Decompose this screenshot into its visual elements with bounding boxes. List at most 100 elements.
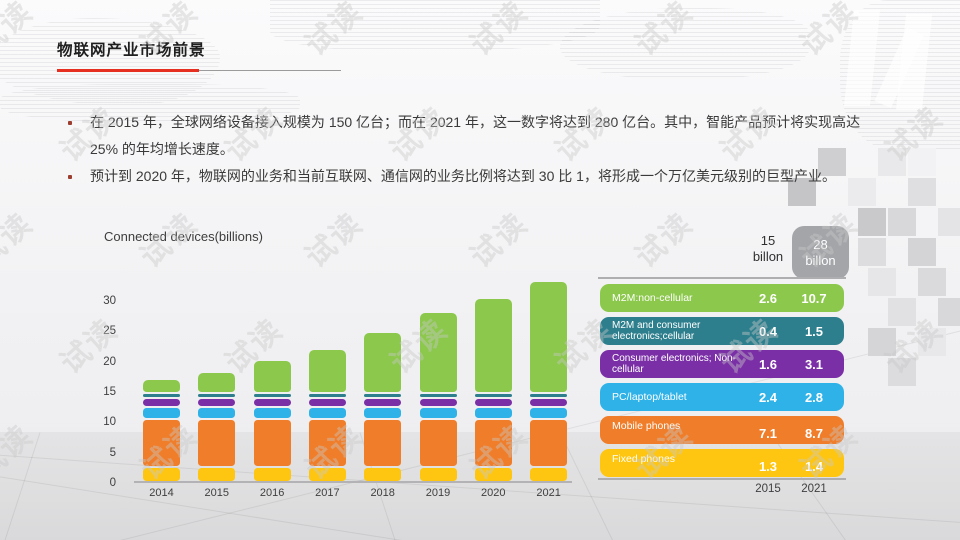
mosaic-square (818, 148, 846, 176)
x-axis-label: 2014 (149, 487, 174, 499)
bar-segment (198, 393, 236, 397)
legend-value-2021: 2.8 (804, 389, 824, 405)
watermark-text: 试读 (54, 312, 125, 381)
y-axis-tick: 20 (103, 355, 116, 368)
legend-row-values: 7.1 8.7 (748, 426, 834, 441)
bar-segment (364, 398, 402, 406)
mosaic-square (888, 208, 916, 236)
legend-header-value: 15 (760, 233, 776, 248)
y-axis-tick: 15 (103, 386, 116, 398)
legend-header-2021-badge: 28 billon (792, 226, 849, 279)
bar-2016 (253, 360, 291, 481)
mosaic-square (858, 238, 886, 266)
watermark-text: 试读 (629, 206, 700, 275)
bar-segment (198, 419, 236, 467)
bar-segment (419, 393, 457, 397)
bar-segment (198, 372, 236, 392)
mosaic-square (918, 328, 946, 356)
bar-segment (143, 398, 180, 406)
bar-segment (308, 349, 346, 392)
world-map-decoration (0, 18, 220, 106)
legend-value-2021: 3.1 (804, 356, 824, 372)
bar-segment (253, 360, 291, 392)
bar-segment (474, 393, 512, 397)
mosaic-square (908, 238, 936, 266)
bar-segment (419, 407, 457, 418)
legend-row-label: M2M:non-cellular (612, 291, 693, 304)
legend-value-2021: 1.4 (804, 459, 824, 474)
bar-segment (364, 407, 402, 418)
bullet-item: 预计到 2020 年，物联网的业务和当前互联网、通信网的业务比例将达到 30 比… (62, 163, 890, 190)
bullet-text: 预计到 2020 年，物联网的业务和当前互联网、通信网的业务比例将达到 30 比… (90, 168, 836, 184)
bar-segment (308, 393, 346, 397)
bar-segment (253, 398, 291, 406)
bar-segment (143, 379, 180, 392)
legend-table: M2M:non-cellular 2.6 10.7 M2M and consum… (600, 284, 844, 477)
world-map-decoration (560, 8, 810, 80)
x-axis-label: 2015 (204, 487, 230, 499)
legend-row-values: 0.4 1.5 (748, 324, 834, 339)
legend-value-2015: 1.3 (758, 459, 778, 474)
title-underline (57, 70, 341, 71)
bar-segment (253, 393, 291, 397)
bullet-list: 在 2015 年，全球网络设备接入规模为 150 亿台；而在 2021 年，这一… (62, 109, 890, 190)
bar-segment (530, 393, 568, 397)
bar-segment (143, 419, 180, 467)
legend-row-values: 2.4 2.8 (748, 390, 834, 405)
x-axis-label: 2018 (370, 487, 395, 499)
legend-header-unit: billon (752, 248, 784, 264)
y-axis-tick: 30 (103, 295, 116, 308)
title-underline-accent (57, 69, 199, 72)
bar-segment (474, 468, 512, 481)
bar-2017 (308, 349, 346, 481)
x-axis-label: 2021 (536, 487, 561, 499)
bar-segment (364, 419, 402, 467)
legend-value-2015: 7.1 (758, 426, 778, 441)
legend-value-2015: 1.6 (758, 356, 778, 372)
legend-row-mobile-phones: Mobile phones 7.1 8.7 (600, 416, 844, 444)
bar-segment (474, 407, 512, 418)
legend-row-label: Consumer electronics; Non-cellular (612, 352, 736, 376)
bar-segment (419, 398, 457, 406)
legend-row-values: 2.6 10.7 (748, 291, 834, 306)
bar-segment (143, 468, 180, 481)
legend-row-m2m-consumer-cellular: M2M and consumer electronics;cellular 0.… (600, 317, 844, 345)
bar-segment (253, 468, 291, 481)
bar-segment (198, 407, 236, 418)
bar-2019 (419, 313, 457, 481)
mosaic-square (888, 358, 916, 386)
watermark-text: 试读 (464, 206, 535, 275)
legend-value-2021: 1.5 (804, 323, 824, 339)
bar-segment (474, 398, 512, 406)
y-axis-tick: 25 (103, 325, 116, 338)
mosaic-square (938, 208, 960, 236)
world-map-decoration (0, 84, 300, 122)
y-axis-tick: 0 (109, 477, 116, 489)
bullet-text: 在 2015 年，全球网络设备接入规模为 150 亿台；而在 2021 年，这一… (90, 114, 861, 157)
mosaic-square (878, 148, 906, 176)
bar-segment (253, 419, 291, 467)
bar-segment (364, 393, 402, 397)
bar-segment (253, 407, 291, 418)
bar-segment (530, 282, 568, 392)
x-axis-line (134, 481, 572, 483)
bar-segment (143, 393, 180, 397)
bar-segment (308, 419, 346, 467)
bar-segment (419, 468, 457, 481)
chart-title: Connected devices(billions) (104, 229, 263, 244)
legend-row-label: M2M and consumer electronics;cellular (612, 319, 701, 343)
legend-value-2015: 0.4 (758, 323, 778, 339)
bar-2018 (364, 333, 402, 481)
legend-row-label: Mobile phones (612, 420, 681, 432)
legend-value-2015: 2.6 (758, 290, 778, 306)
bar-segment (198, 468, 236, 481)
bar-segment (530, 398, 568, 406)
bar-segment (530, 468, 568, 481)
mosaic-square (788, 178, 816, 206)
x-axis-label: 2016 (259, 487, 285, 499)
legend-row-fixed-phones: Fixed phones 1.3 1.4 (600, 449, 844, 477)
bar-segment (308, 398, 346, 406)
mosaic-square (848, 178, 876, 206)
legend-row-label: Fixed phones (612, 453, 676, 465)
bar-2015 (198, 372, 236, 481)
